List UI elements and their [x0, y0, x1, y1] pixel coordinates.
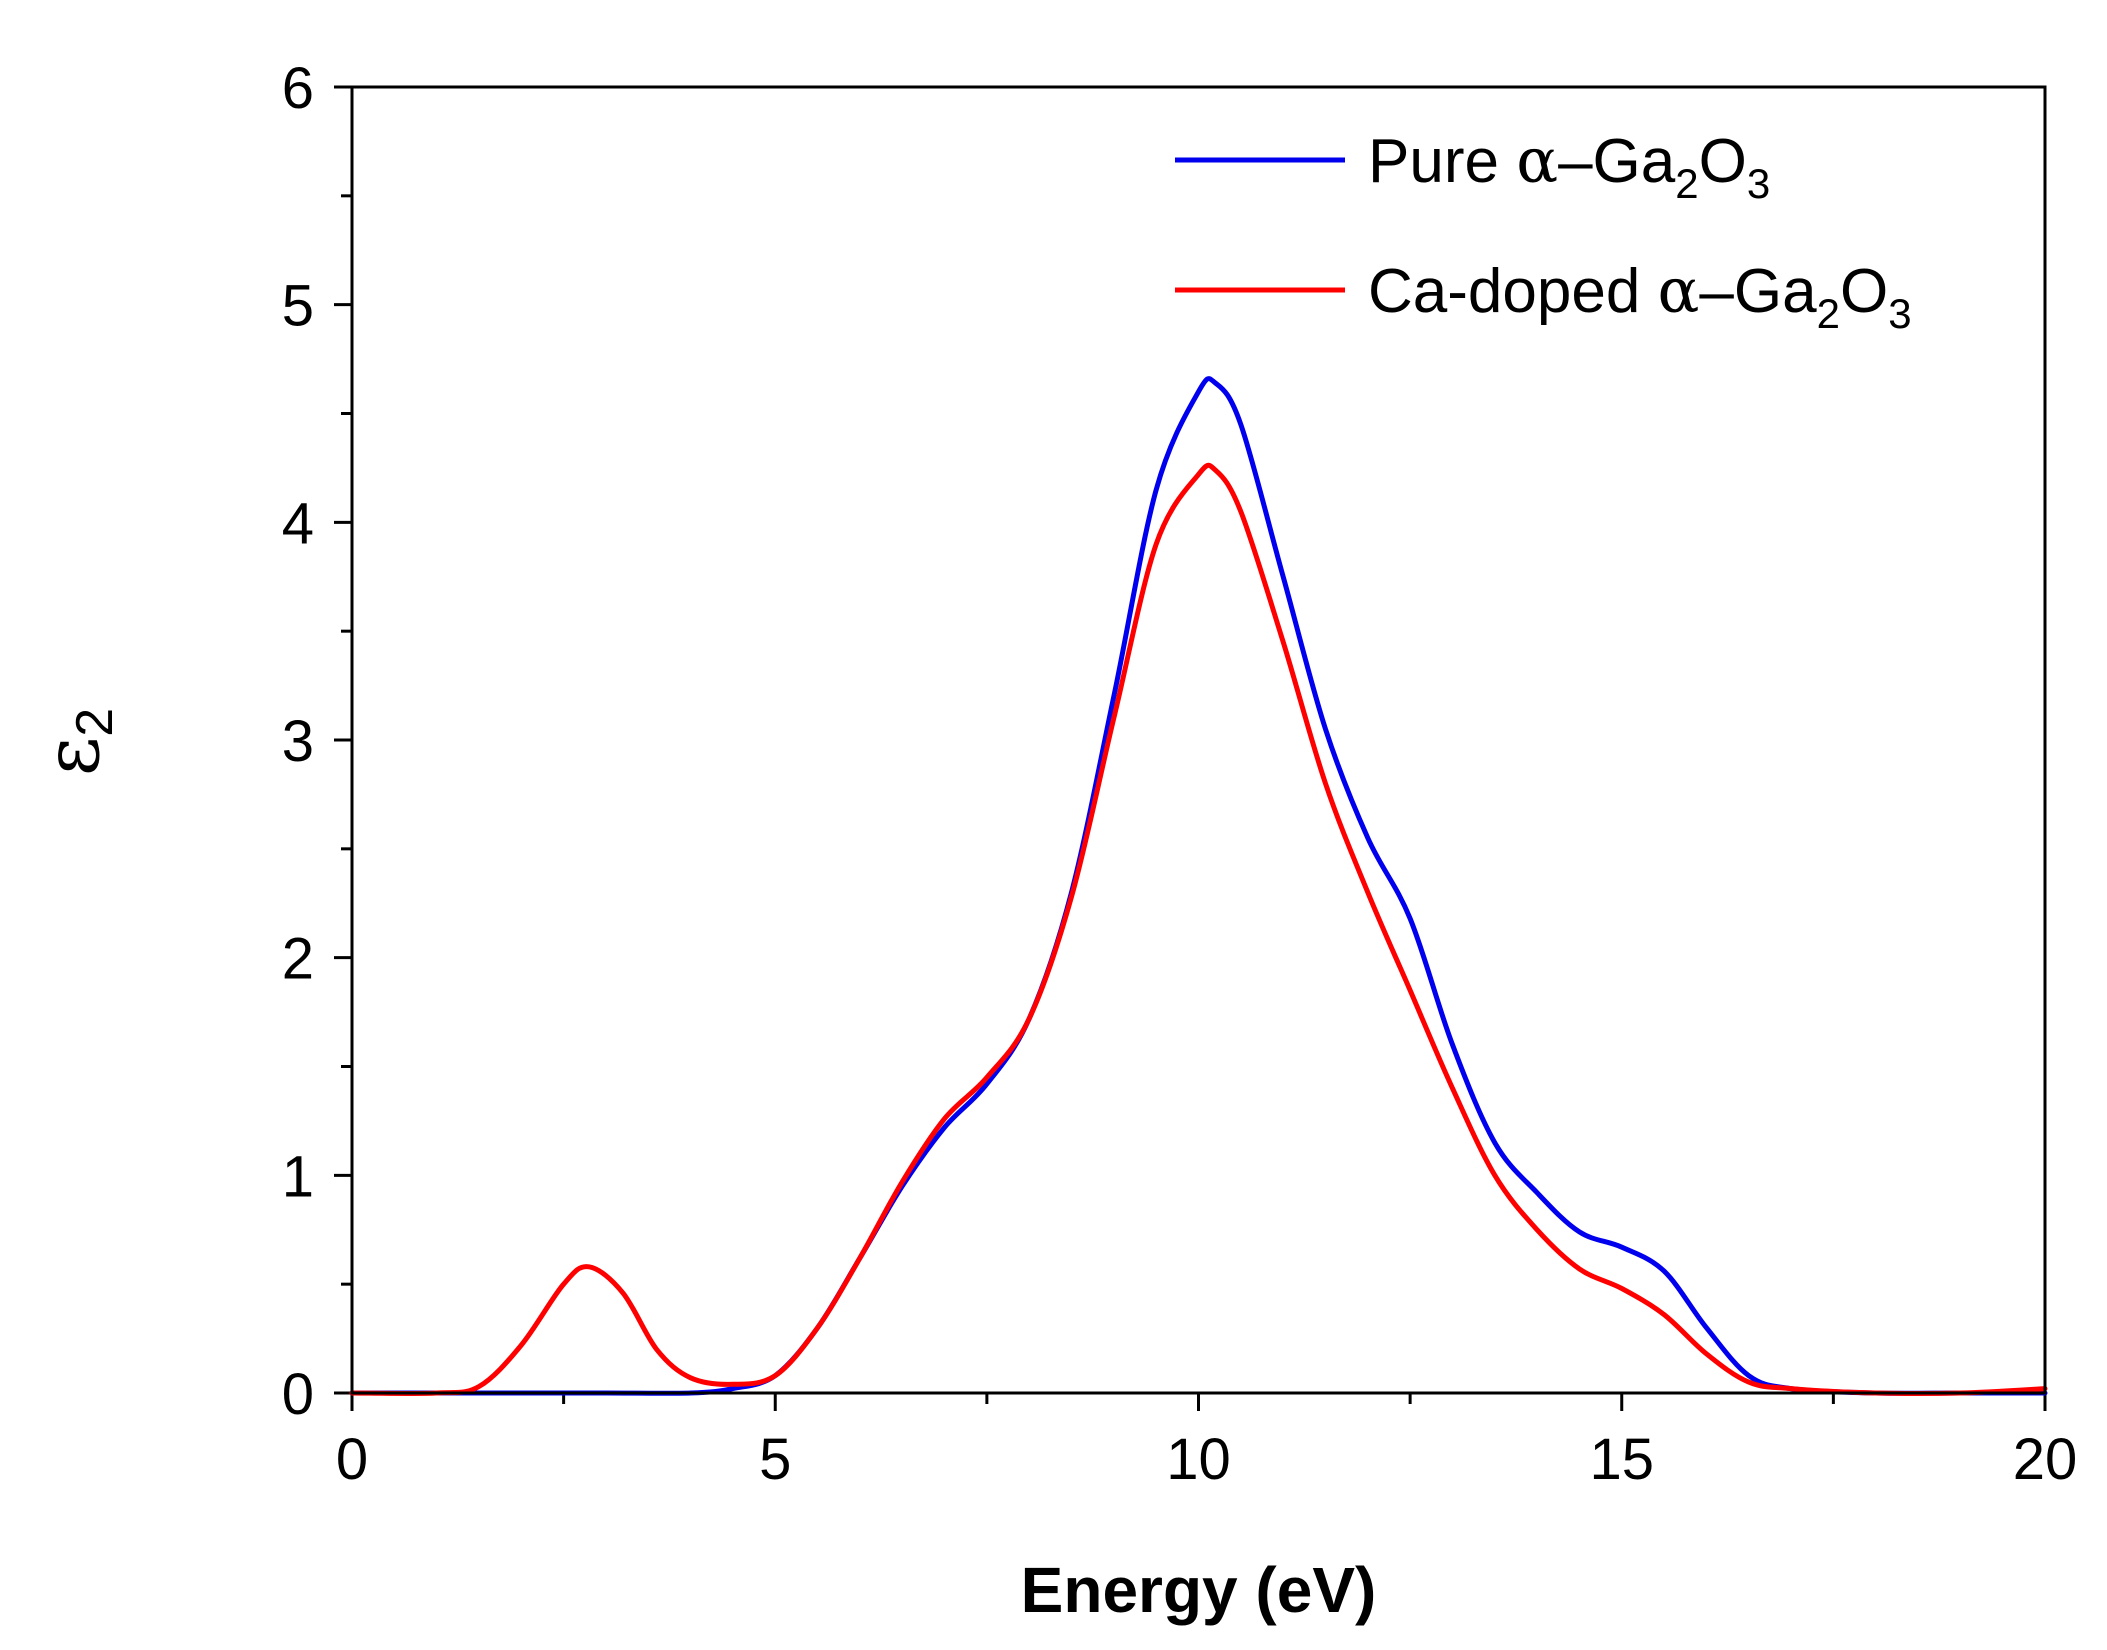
tick-marks [334, 85, 2047, 1411]
x-tick-label: 5 [759, 1427, 791, 1492]
y-tick-label: 5 [282, 274, 314, 339]
y-tick-label: 1 [282, 1144, 314, 1209]
legend-label-mid: O [1699, 127, 1747, 196]
legend-label-alpha: α [1658, 254, 1700, 327]
legend-label-mid: O [1840, 257, 1888, 326]
legend-label-sub1: 2 [1675, 160, 1698, 207]
legend-label: Pure α–Ga2O3 [1368, 124, 1770, 207]
y-tick-label: 6 [282, 56, 314, 121]
y-axis-title: ε2 [27, 708, 124, 776]
series-line-ca-doped [349, 462, 2048, 1397]
legend-label-prefix: Pure [1368, 127, 1516, 196]
legend-label-alpha: α [1516, 124, 1558, 197]
x-tick-label: 15 [1589, 1427, 1654, 1492]
y-tick-label: 0 [282, 1362, 314, 1427]
tick-labels: 0 5 10 15 20 0 1 2 3 4 5 6 [282, 56, 2078, 1492]
y-tick-label: 3 [282, 709, 314, 774]
plot-frame [350, 85, 2047, 1395]
x-tick-label: 10 [1166, 1427, 1231, 1492]
legend-label-dash: –Ga [1558, 127, 1676, 196]
x-tick-label: 0 [336, 1427, 368, 1492]
legend-label: Ca-doped α–Ga2O3 [1368, 254, 1912, 337]
legend-label-sub2: 3 [1747, 160, 1770, 207]
y-tick-label: 2 [282, 927, 314, 992]
y-axis-title-subscript: 2 [66, 708, 124, 737]
x-axis-title: Energy (eV) [1021, 1554, 1377, 1626]
series-lines [349, 376, 2048, 1397]
legend-label-prefix: Ca-doped [1368, 257, 1658, 326]
y-axis-title-symbol: ε [27, 737, 116, 776]
legend-label-sub1: 2 [1817, 290, 1840, 337]
series-line-pure [349, 376, 2048, 1396]
legend-label-dash: –Ga [1699, 257, 1817, 326]
legend-label-sub2: 3 [1888, 290, 1911, 337]
y-tick-label: 4 [282, 491, 314, 556]
x-tick-label: 20 [2013, 1427, 2078, 1492]
